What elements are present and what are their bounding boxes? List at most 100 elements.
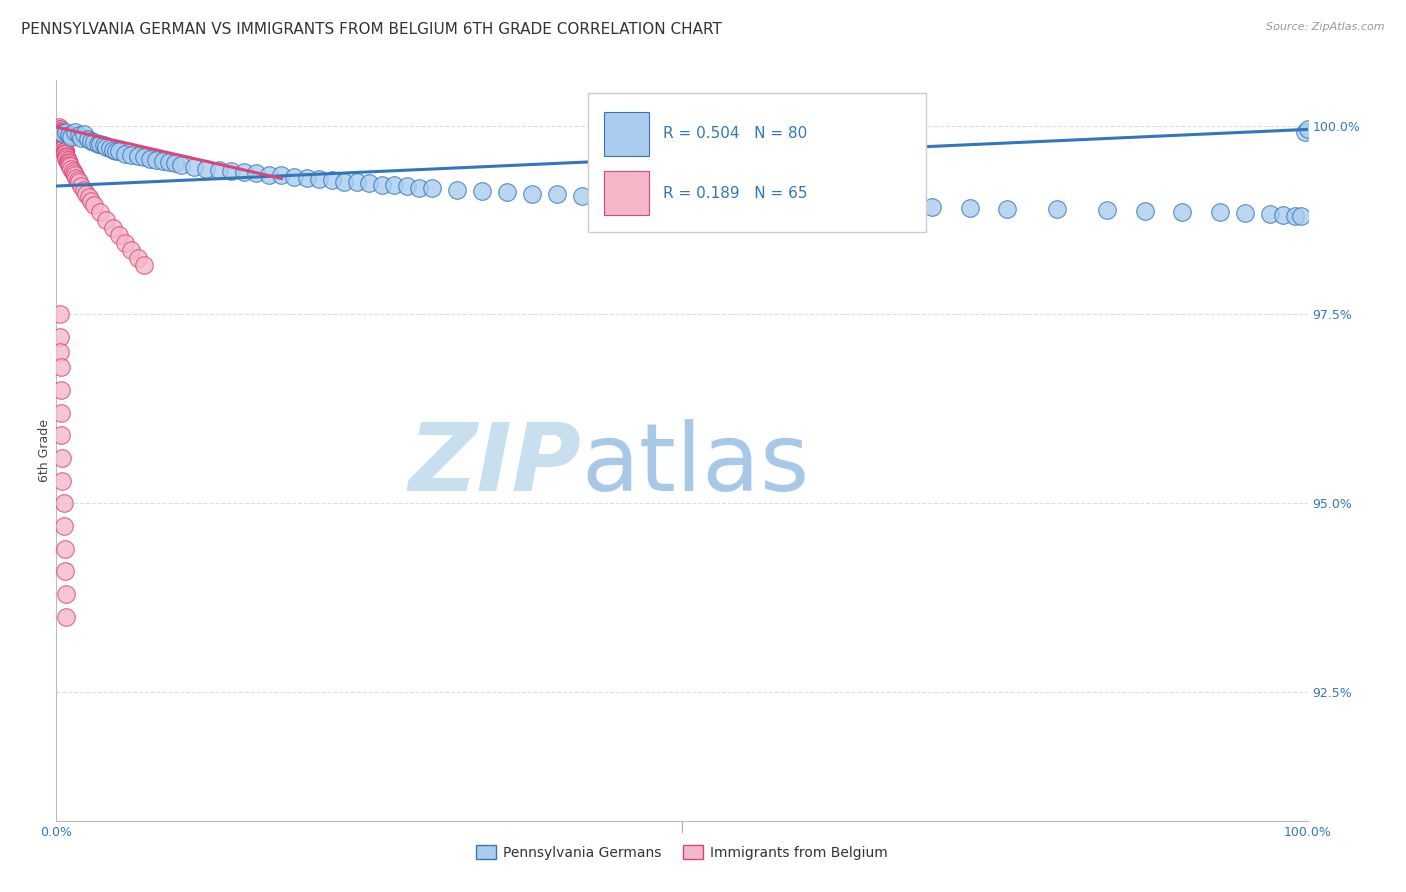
Point — [55, 150, 77, 164]
Point — [53, 145, 76, 160]
Point — [51, 129, 73, 144]
Point — [51, 428, 73, 442]
Point — [1046, 202, 1069, 217]
Point — [420, 181, 443, 195]
Point — [55, 149, 77, 163]
Point — [55, 609, 77, 624]
Point — [1271, 208, 1294, 222]
Point — [58, 128, 80, 142]
Point — [359, 176, 381, 190]
Point — [49, 345, 72, 359]
Text: ZIP: ZIP — [409, 419, 582, 511]
Text: R = 0.504   N = 80: R = 0.504 N = 80 — [664, 126, 807, 141]
Point — [75, 186, 97, 201]
Point — [51, 383, 73, 397]
Point — [51, 135, 73, 149]
Point — [49, 330, 72, 344]
Point — [221, 164, 243, 178]
Point — [77, 190, 100, 204]
Point — [127, 251, 149, 265]
Point — [105, 144, 128, 158]
Point — [233, 165, 256, 179]
Point — [152, 154, 174, 169]
Point — [51, 131, 73, 145]
Point — [165, 156, 187, 170]
Point — [858, 198, 880, 212]
Point — [645, 192, 668, 206]
Point — [98, 141, 121, 155]
Point — [671, 193, 693, 207]
Point — [51, 133, 73, 147]
Point — [96, 140, 118, 154]
Point — [114, 235, 136, 250]
Point — [51, 450, 73, 465]
Point — [51, 474, 73, 488]
Point — [183, 160, 205, 174]
Point — [86, 136, 108, 151]
Point — [257, 168, 280, 182]
Point — [108, 228, 131, 243]
Point — [321, 173, 343, 187]
Point — [83, 198, 105, 212]
Point — [48, 120, 70, 135]
Point — [821, 197, 844, 211]
Point — [53, 145, 76, 159]
Legend: Pennsylvania Germans, Immigrants from Belgium: Pennsylvania Germans, Immigrants from Be… — [470, 839, 894, 865]
Point — [67, 175, 90, 189]
Point — [63, 169, 86, 183]
Point — [62, 164, 84, 178]
Point — [51, 130, 73, 145]
Point — [1209, 205, 1232, 219]
Point — [896, 199, 918, 213]
Point — [295, 171, 318, 186]
Point — [108, 145, 131, 159]
Point — [89, 137, 111, 152]
Point — [520, 186, 543, 201]
Point — [208, 163, 231, 178]
Point — [1234, 206, 1257, 220]
Point — [51, 360, 73, 375]
Point — [333, 174, 356, 188]
Point — [571, 189, 593, 203]
Point — [48, 121, 70, 136]
Point — [49, 308, 72, 322]
Point — [132, 150, 155, 164]
Point — [52, 519, 75, 533]
Point — [745, 195, 768, 210]
Point — [1291, 209, 1313, 223]
Point — [93, 138, 115, 153]
Point — [80, 134, 103, 148]
Point — [620, 190, 643, 204]
FancyBboxPatch shape — [605, 171, 650, 215]
Point — [446, 183, 468, 197]
Point — [51, 128, 73, 142]
Point — [1097, 203, 1119, 218]
Point — [382, 178, 405, 193]
Point — [60, 130, 83, 145]
Point — [55, 587, 77, 601]
Point — [195, 161, 218, 176]
Point — [70, 179, 93, 194]
Point — [52, 136, 75, 151]
Point — [346, 175, 368, 189]
Point — [56, 153, 79, 168]
Point — [139, 152, 162, 166]
Text: Source: ZipAtlas.com: Source: ZipAtlas.com — [1267, 22, 1385, 32]
Point — [51, 406, 73, 420]
Point — [60, 161, 83, 176]
Point — [1284, 209, 1306, 223]
Point — [76, 132, 98, 146]
Point — [53, 541, 76, 556]
FancyBboxPatch shape — [588, 93, 927, 232]
Point — [120, 244, 142, 258]
Point — [245, 166, 267, 180]
Point — [921, 200, 943, 214]
Point — [66, 173, 89, 187]
Point — [51, 126, 73, 140]
Point — [170, 158, 193, 172]
Point — [49, 122, 72, 136]
Point — [58, 156, 80, 170]
Point — [53, 565, 76, 579]
Point — [83, 135, 105, 149]
FancyBboxPatch shape — [605, 112, 650, 156]
